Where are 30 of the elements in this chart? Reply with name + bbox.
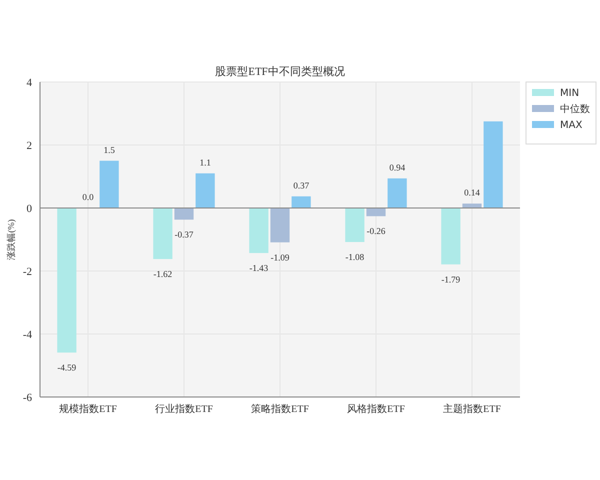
data-label: 0.37 xyxy=(293,180,310,190)
data-label: 0.0 xyxy=(82,192,94,202)
legend-label: MIN xyxy=(560,88,580,99)
x-tick-label: 风格指数ETF xyxy=(347,403,406,415)
data-label: -4.59 xyxy=(57,362,77,373)
data-label: 0.14 xyxy=(464,188,480,198)
x-tick-label: 主题指数ETF xyxy=(443,403,502,415)
y-tick-label: -6 xyxy=(22,392,32,404)
y-tick-label: 2 xyxy=(26,140,32,152)
data-label: -0.26 xyxy=(366,226,386,236)
chart-title: 股票型ETF中不同类型概况 xyxy=(215,65,345,78)
data-label: -0.37 xyxy=(174,230,194,240)
data-label: -1.43 xyxy=(249,263,269,274)
legend-label: 中位数 xyxy=(560,103,590,115)
y-tick-label: -2 xyxy=(22,266,32,278)
data-label: -1.62 xyxy=(153,269,172,280)
x-tick-label: 行业指数ETF xyxy=(155,403,214,415)
x-tick-label: 规模指数ETF xyxy=(59,403,118,415)
data-label: -1.79 xyxy=(441,274,461,284)
legend-label: MAX xyxy=(560,120,582,131)
y-tick-label: -4 xyxy=(22,329,32,341)
data-label: -1.08 xyxy=(345,252,365,262)
y-axis-title: 涨跌幅(%) xyxy=(6,219,16,260)
x-tick-label: 策略指数ETF xyxy=(251,403,310,415)
data-label: -1.09 xyxy=(270,252,290,262)
data-label: 1.1 xyxy=(200,157,211,168)
data-label: 1.5 xyxy=(104,144,116,155)
data-label: 0.94 xyxy=(389,162,406,172)
y-tick-label: 4 xyxy=(26,77,32,89)
y-tick-label: 0 xyxy=(26,203,32,215)
